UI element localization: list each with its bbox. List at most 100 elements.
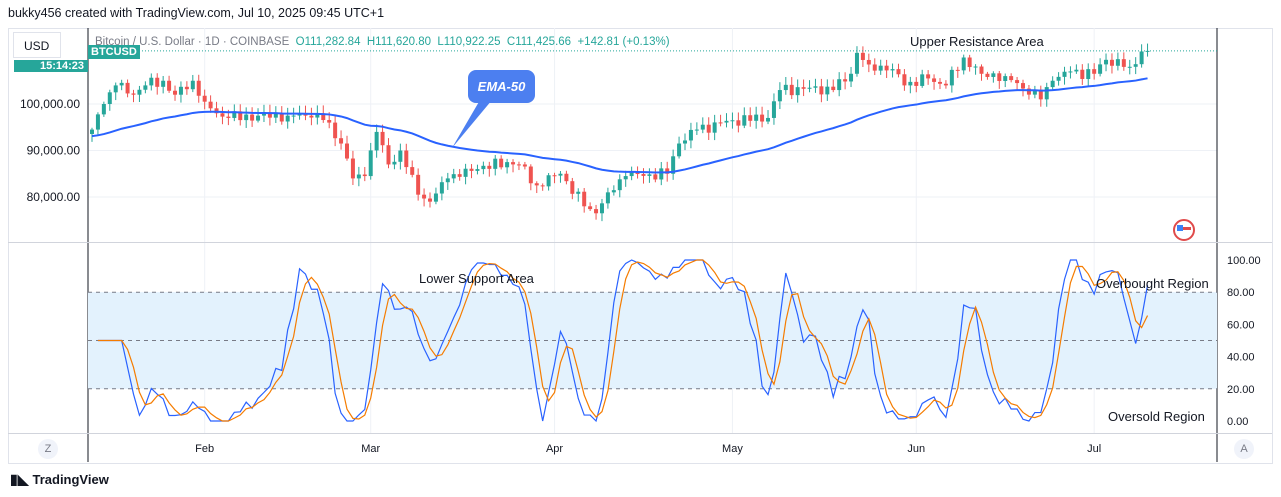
candle-body — [973, 66, 978, 68]
candle-body — [546, 175, 551, 187]
candle-body — [374, 131, 379, 151]
candle-body — [1038, 89, 1043, 100]
candle-body — [819, 86, 824, 95]
candle-body — [1074, 69, 1079, 72]
candle-body — [356, 174, 361, 179]
candle-body — [1139, 51, 1144, 65]
currency-button[interactable]: USD — [13, 32, 61, 58]
rsi-tick-label: 100.00 — [1227, 255, 1261, 267]
candle-body — [949, 69, 954, 86]
legend-high: H111,620.80 — [366, 36, 432, 48]
candle-body — [908, 81, 913, 86]
candle-body — [386, 145, 391, 165]
candle-body — [95, 114, 100, 130]
candle-body — [932, 78, 937, 82]
candle-body — [926, 74, 931, 79]
candle-body — [516, 164, 521, 166]
candle-body — [416, 174, 421, 195]
candle-body — [1092, 69, 1097, 74]
candle-body — [505, 162, 510, 168]
candle-body — [594, 209, 599, 214]
candle-body — [445, 178, 450, 183]
candle-body — [1015, 80, 1020, 84]
candle-body — [350, 158, 355, 179]
candle-body — [321, 113, 326, 121]
candle-body — [1133, 64, 1138, 67]
candle-body — [665, 168, 670, 174]
candle-body — [955, 69, 960, 71]
auto-scale-button[interactable]: A — [1234, 439, 1254, 459]
candle-body — [872, 64, 877, 71]
candle-body — [878, 65, 883, 71]
rsi-tick-label: 0.00 — [1227, 416, 1248, 428]
candle-body — [333, 122, 338, 139]
candle-body — [398, 150, 403, 162]
timezone-button[interactable]: Z — [38, 439, 58, 459]
candle-body — [469, 168, 474, 171]
credit-text: bukky456 created with TradingView.com, J… — [8, 6, 385, 20]
ema-callout-pointer — [452, 100, 492, 148]
flag-stripe — [1183, 227, 1191, 230]
candle-body — [718, 122, 723, 124]
candle-body — [344, 143, 349, 159]
candle-body — [748, 115, 753, 121]
candle-body — [854, 52, 859, 74]
candle-body — [511, 162, 516, 165]
candle-body — [985, 73, 990, 77]
candle-body — [599, 203, 604, 214]
candle-body — [368, 150, 373, 177]
candle-body — [588, 206, 593, 210]
candle-body — [309, 115, 314, 118]
candle-body — [244, 114, 249, 121]
candle-body — [499, 158, 504, 168]
legend-change: +142.81 (+0.13%) — [577, 36, 670, 48]
candle-body — [1032, 89, 1037, 95]
candle-body — [795, 87, 800, 96]
candle-body — [522, 164, 527, 167]
candle-body — [771, 101, 776, 118]
price-tick-label: 80,000.00 — [27, 190, 81, 204]
candle-body — [783, 84, 788, 91]
candle-body — [1068, 71, 1073, 73]
bar-countdown: 15:14:23 — [14, 60, 88, 72]
candle-body — [866, 59, 871, 65]
candle-body — [90, 129, 94, 134]
candle-body — [617, 179, 622, 191]
candle-body — [137, 89, 142, 95]
chart-frame — [8, 28, 1273, 464]
candle-body — [178, 86, 183, 95]
lower-support-label: Lower Support Area — [419, 271, 534, 286]
stoch-k-line — [97, 259, 1149, 423]
candle-body — [173, 90, 178, 95]
candle-body — [558, 173, 563, 176]
candle-body — [653, 174, 658, 180]
rsi-tick-label: 40.00 — [1227, 352, 1255, 364]
candle-body — [362, 174, 367, 177]
candle-body — [392, 161, 397, 165]
candle-body — [605, 192, 610, 204]
candle-body — [997, 73, 1002, 81]
candle-body — [113, 85, 118, 93]
candle-body — [813, 86, 818, 88]
candle-body — [101, 104, 106, 115]
candle-body — [190, 80, 195, 90]
candle-body — [760, 114, 765, 122]
candle-body — [1104, 59, 1109, 65]
candle-body — [1121, 59, 1126, 67]
candle-body — [860, 52, 865, 60]
candle-body — [576, 191, 581, 194]
candle-body — [807, 87, 812, 89]
candle-body — [202, 95, 207, 102]
symbol-legend: Bitcoin / U.S. Dollar · 1D · COINBASE O1… — [95, 36, 670, 48]
candle-body — [1109, 59, 1114, 66]
x-tick-label: Apr — [546, 443, 563, 455]
candle-body — [991, 73, 996, 77]
candle-body — [647, 174, 652, 176]
x-tick-label: Feb — [195, 443, 214, 455]
candle-body — [131, 93, 136, 95]
candle-body — [837, 79, 842, 91]
legend-close: C111,425.66 — [506, 36, 572, 48]
stoch-d-line — [97, 259, 1149, 422]
candle-body — [1086, 69, 1091, 79]
